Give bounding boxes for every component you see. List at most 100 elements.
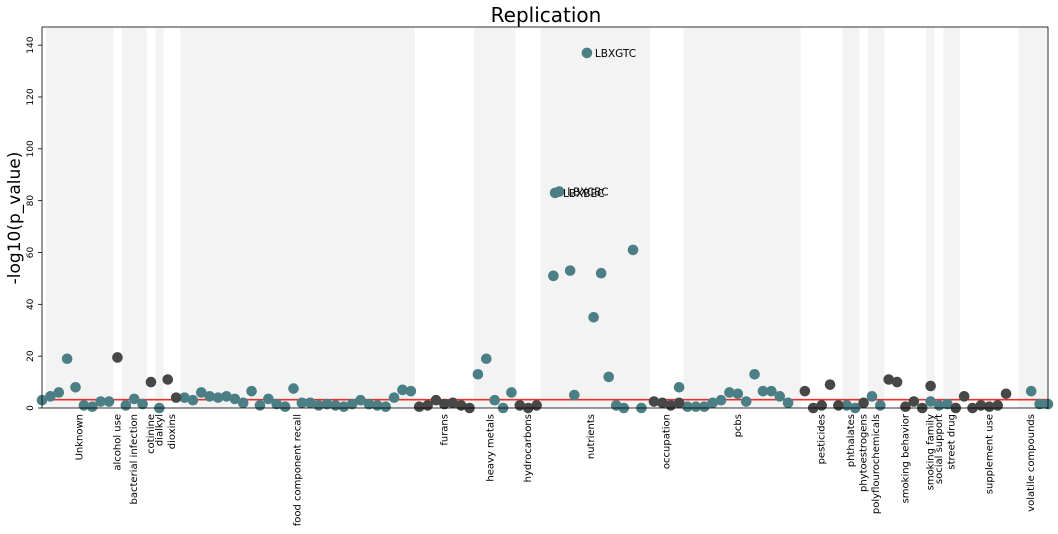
data-point bbox=[288, 383, 299, 394]
data-point bbox=[221, 391, 232, 402]
data-point bbox=[707, 397, 718, 409]
data-point bbox=[673, 381, 685, 393]
point-annotation: LBXGTC bbox=[595, 48, 636, 60]
data-point bbox=[279, 401, 291, 413]
category-label: pcbs bbox=[733, 414, 744, 437]
data-point bbox=[648, 396, 660, 407]
data-point bbox=[254, 400, 266, 411]
category-label: nutrients bbox=[586, 414, 597, 459]
data-point bbox=[296, 397, 308, 409]
y-tick-label: 80 bbox=[26, 195, 36, 207]
y-tick-label: 60 bbox=[26, 246, 36, 258]
category-label: street drug bbox=[947, 414, 958, 470]
data-point bbox=[715, 394, 727, 406]
category-labels: Unknown alcohol use bacterial infection cot… bbox=[75, 413, 1038, 526]
data-point bbox=[271, 398, 283, 410]
category-label: phytoestrogens bbox=[859, 414, 870, 492]
category-label: cotinine bbox=[146, 414, 157, 454]
data-point bbox=[179, 392, 190, 403]
category-band bbox=[683, 27, 801, 408]
data-point bbox=[942, 398, 953, 410]
category-band bbox=[121, 27, 147, 408]
data-point bbox=[766, 385, 777, 397]
category-band bbox=[473, 27, 516, 408]
data-point bbox=[321, 398, 333, 410]
data-point bbox=[380, 401, 392, 413]
data-point bbox=[229, 393, 241, 405]
data-point bbox=[657, 397, 668, 409]
data-point bbox=[355, 394, 366, 406]
y-axis-label: -log10(p_value) bbox=[5, 152, 25, 285]
data-point bbox=[120, 400, 132, 411]
category-label: Unknown bbox=[75, 414, 86, 460]
data-point bbox=[698, 401, 710, 413]
category-band bbox=[926, 27, 935, 408]
y-tick-label: 40 bbox=[26, 298, 36, 310]
data-point bbox=[472, 369, 484, 380]
category-label: alcohol use bbox=[112, 414, 123, 471]
category-label: furans bbox=[439, 414, 450, 446]
data-point bbox=[481, 353, 492, 365]
category-label: occupation bbox=[662, 414, 673, 469]
data-point bbox=[900, 401, 911, 413]
category-label: polyflourochemicals bbox=[871, 414, 882, 514]
point-annotation: LBXCBC bbox=[567, 187, 608, 199]
category-band bbox=[46, 27, 114, 408]
data-point bbox=[548, 270, 559, 282]
data-point bbox=[263, 393, 274, 405]
category-label: phthalates bbox=[846, 414, 857, 467]
data-point bbox=[112, 352, 123, 363]
data-point bbox=[833, 400, 844, 411]
data-point bbox=[246, 385, 257, 397]
y-tick-label: 20 bbox=[26, 350, 36, 362]
data-point bbox=[799, 385, 811, 397]
data-point bbox=[61, 353, 73, 365]
category-label: pesticides bbox=[817, 414, 828, 464]
data-point bbox=[162, 374, 174, 385]
data-point bbox=[338, 401, 350, 413]
y-axis-ticks: 0 20 40 60 80 100 120 140 bbox=[26, 36, 42, 411]
data-point bbox=[682, 401, 693, 413]
y-tick-label: 120 bbox=[26, 88, 36, 105]
category-label: smoking behavior bbox=[900, 413, 911, 503]
data-point bbox=[397, 384, 408, 396]
data-point bbox=[195, 387, 207, 398]
data-point bbox=[413, 401, 425, 413]
category-band bbox=[155, 27, 164, 408]
category-label: bacterial infection bbox=[129, 414, 140, 504]
data-point bbox=[405, 385, 417, 397]
plot-frame bbox=[41, 26, 1049, 409]
category-band bbox=[867, 27, 885, 408]
data-point bbox=[866, 391, 878, 402]
chart-title: Replication bbox=[491, 3, 602, 27]
data-point bbox=[70, 381, 81, 393]
data-point bbox=[984, 401, 995, 413]
data-point bbox=[1025, 385, 1037, 397]
y-tick-label: 100 bbox=[26, 140, 36, 157]
category-band bbox=[842, 27, 860, 408]
data-point bbox=[95, 396, 106, 407]
category-band bbox=[1018, 27, 1048, 408]
data-point bbox=[45, 391, 56, 402]
data-point bbox=[908, 396, 920, 407]
data-point bbox=[581, 47, 593, 59]
data-point bbox=[170, 392, 182, 403]
category-band bbox=[180, 27, 416, 408]
data-point bbox=[740, 396, 752, 407]
data-point bbox=[137, 398, 148, 410]
category-label: dialkyl bbox=[154, 414, 165, 446]
data-point bbox=[187, 394, 199, 406]
data-point bbox=[531, 400, 542, 411]
data-point bbox=[757, 385, 769, 397]
data-point bbox=[569, 389, 580, 401]
y-tick-label: 140 bbox=[26, 36, 36, 53]
data-point bbox=[774, 391, 786, 402]
category-label: social support bbox=[934, 414, 945, 484]
data-point bbox=[430, 394, 442, 406]
data-point bbox=[103, 396, 115, 407]
data-point bbox=[564, 265, 576, 276]
data-point bbox=[782, 397, 794, 409]
data-point bbox=[875, 400, 886, 411]
category-label: hydrocarbons bbox=[523, 414, 534, 482]
